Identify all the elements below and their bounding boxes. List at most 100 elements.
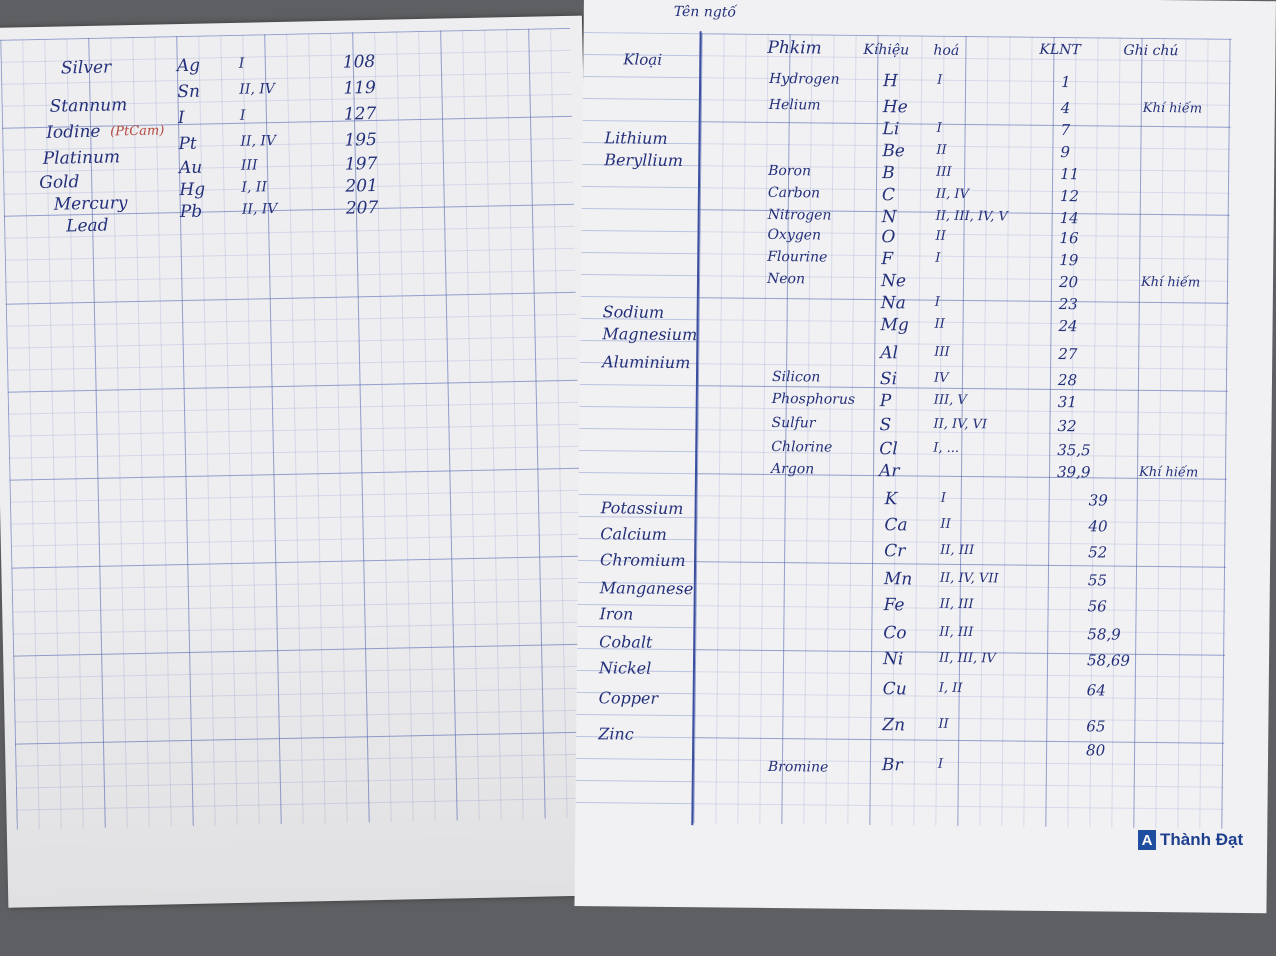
element-symbol: Na: [880, 293, 906, 314]
element-mass: 35,5: [1057, 440, 1091, 460]
element-mass: 31: [1057, 392, 1077, 412]
nonmetal-name: Helium: [768, 96, 821, 114]
metal-name: Chromium: [599, 550, 686, 571]
metal-name: Manganese: [599, 578, 694, 599]
nonmetal-name: Sulfur: [771, 414, 816, 432]
right-element-table: Hydrogen H I 1 Helium He 4 Khí hiếm Lithium Li I 7 B…: [584, 0, 1276, 776]
element-symbol: He: [882, 97, 908, 118]
header-valence: hoá: [933, 42, 960, 59]
element-symbol: I: [177, 107, 185, 129]
metal-name: Potassium: [600, 498, 684, 519]
element-mass: 24: [1058, 316, 1078, 336]
element-mass: 4: [1060, 99, 1071, 118]
element-note: Khí hiếm: [1140, 274, 1201, 291]
element-valence: I: [940, 490, 946, 506]
element-mass: 11: [1060, 164, 1080, 184]
element-valence: II, IV, VI: [933, 416, 988, 433]
element-mass: 32: [1057, 416, 1077, 436]
element-symbol: Li: [882, 119, 900, 140]
nonmetal-name: Oxygen: [767, 226, 822, 244]
right-notebook-page: Tên ngtố Kloại Phkim Kíhiệu hoá KLNT Ghi…: [574, 0, 1276, 914]
element-mass: 65: [1086, 717, 1106, 736]
element-symbol: Al: [880, 343, 899, 364]
element-mass: 40: [1088, 517, 1108, 536]
element-valence: I, II: [241, 179, 268, 196]
element-symbol: S: [879, 415, 892, 436]
element-valence: I, II: [938, 680, 963, 697]
element-name: Stannum: [49, 95, 128, 117]
element-valence: III, V: [933, 392, 967, 409]
element-symbol: Br: [881, 755, 903, 776]
element-symbol: Zn: [882, 715, 906, 736]
nonmetal-name: Silicon: [771, 368, 821, 386]
metal-name: Calcium: [600, 524, 667, 544]
metal-name: Lithium: [604, 128, 668, 148]
element-symbol: Pb: [179, 201, 203, 223]
nonmetal-name: Nitrogen: [767, 206, 832, 224]
element-symbol: Cr: [884, 541, 906, 562]
element-symbol: Fe: [883, 595, 905, 616]
top-note: Tên ngtố: [673, 3, 737, 21]
element-note: (PtCam): [110, 123, 165, 140]
element-valence: I: [238, 55, 245, 72]
element-symbol: Co: [883, 623, 907, 644]
element-mass: 39: [1088, 491, 1108, 510]
element-valence: II: [935, 228, 946, 244]
element-symbol: Mg: [880, 315, 909, 336]
metal-name: Magnesium: [602, 324, 698, 345]
element-mass: 201: [345, 175, 379, 197]
element-symbol: B: [882, 163, 895, 184]
brand-name: Thành Đạt: [1160, 830, 1244, 849]
element-symbol: K: [884, 489, 898, 510]
element-mass: 12: [1059, 186, 1080, 206]
element-valence: II, IV: [239, 81, 276, 98]
element-mass: 28: [1057, 370, 1078, 390]
nonmetal-name: Argon: [770, 460, 815, 478]
brand-mark: A: [1138, 830, 1156, 850]
element-symbol: Ca: [884, 515, 908, 536]
element-symbol: Ne: [880, 271, 907, 292]
metal-name: Cobalt: [599, 632, 653, 652]
element-symbol: Cu: [882, 679, 907, 700]
element-valence: II, IV: [935, 186, 970, 203]
element-symbol: Ar: [878, 461, 900, 482]
element-mass: 207: [345, 197, 379, 219]
element-valence: II, III: [939, 596, 974, 613]
element-name: Lead: [65, 215, 109, 237]
element-valence: II: [940, 516, 951, 532]
metal-name: Beryllium: [604, 150, 684, 171]
element-name: Iodine: [45, 121, 101, 143]
element-mass: 64: [1086, 681, 1106, 700]
element-symbol: C: [881, 185, 896, 206]
element-mass: 58,9: [1087, 625, 1121, 644]
metal-name: Aluminium: [602, 352, 691, 373]
element-mass: 197: [344, 153, 378, 175]
header-mass: KLNT: [1039, 41, 1081, 59]
element-symbol: P: [879, 391, 892, 412]
element-valence: III: [936, 164, 952, 180]
nonmetal-name: Chlorine: [771, 438, 833, 456]
element-symbol: H: [882, 71, 899, 92]
element-valence: II: [936, 142, 947, 158]
element-symbol: Mn: [883, 569, 913, 590]
element-mass: 1: [1061, 73, 1071, 92]
metal-name: Nickel: [598, 658, 652, 678]
element-note: Khí hiếm: [1142, 100, 1203, 117]
element-valence: II, IV: [240, 133, 277, 150]
element-mass: 39,9: [1056, 462, 1091, 482]
element-valence: II: [938, 716, 949, 732]
nonmetal-name: Phosphorus: [771, 390, 856, 408]
left-notebook-page: Silver Ag I 108 Stannum Sn II, IV 119 Iodine (PtC…: [0, 15, 601, 908]
header-metal: Kloại: [623, 50, 663, 69]
element-valence: II, III: [939, 624, 974, 641]
element-valence: II, III: [940, 542, 975, 559]
element-valence: I: [936, 120, 942, 136]
element-valence: II, IV, VII: [939, 570, 999, 587]
element-symbol: N: [881, 207, 897, 228]
nonmetal-name: Boron: [768, 162, 812, 180]
brand-logo: A Thành Đạt: [1138, 830, 1243, 850]
element-mass: 80: [1086, 741, 1106, 760]
header-nonmetal: Phkim: [767, 37, 822, 59]
header-symbol: Kíhiệu: [863, 41, 910, 59]
element-symbol: Sn: [177, 81, 201, 103]
